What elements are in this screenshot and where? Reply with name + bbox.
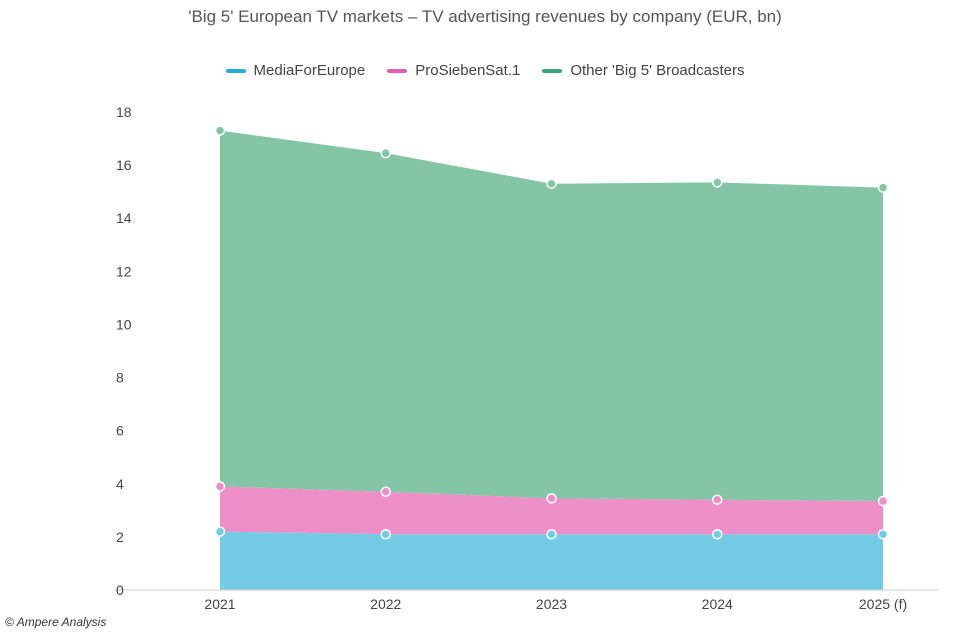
- point-mediaforeurope-2021[interactable]: [214, 526, 226, 537]
- x-tick-label: 2025 (f): [859, 596, 907, 612]
- y-tick-label: 18: [116, 104, 132, 120]
- point-other-big-5-broadcasters-2023[interactable]: [546, 178, 557, 189]
- point-other-big-5-broadcasters-2025-f[interactable]: [877, 182, 889, 193]
- y-tick-label: 14: [116, 210, 132, 226]
- legend-swatch-prosiebensat1: [387, 68, 408, 73]
- point-mediaforeurope-2024[interactable]: [712, 528, 723, 540]
- legend-label-mediaforeurope: MediaForEurope: [253, 62, 366, 79]
- point-mediaforeurope-2025-f[interactable]: [877, 528, 889, 540]
- y-tick-label: 4: [116, 476, 124, 492]
- area-other-big-5-broadcasters: [220, 130, 883, 502]
- point-prosiebensat-1-2024[interactable]: [712, 494, 723, 505]
- point-other-big-5-broadcasters-2022[interactable]: [380, 147, 391, 159]
- legend-swatch-mediaforeurope: [225, 68, 246, 73]
- point-prosiebensat-1-2025-f[interactable]: [877, 495, 889, 507]
- x-tick-label: 2023: [536, 596, 567, 612]
- point-prosiebensat-1-2023[interactable]: [546, 493, 557, 504]
- legend-item-other-broadcasters[interactable]: Other 'Big 5' Broadcasters: [542, 62, 744, 79]
- legend-item-mediaforeurope[interactable]: MediaForEurope: [225, 62, 366, 79]
- legend-item-prosiebensat1[interactable]: ProSiebenSat.1: [387, 62, 520, 79]
- area-mediaforeurope: [220, 531, 883, 590]
- point-other-big-5-broadcasters-2021[interactable]: [214, 125, 226, 136]
- x-tick-label: 2022: [370, 596, 401, 612]
- y-axis-ticks: 0 2 4 6 8 10 12 14 16 18: [116, 104, 132, 598]
- markers-layer: [214, 125, 889, 540]
- y-tick-label: 0: [116, 582, 124, 598]
- x-tick-label: 2024: [702, 596, 733, 612]
- y-tick-label: 2: [116, 529, 124, 545]
- point-mediaforeurope-2023[interactable]: [546, 528, 557, 540]
- point-mediaforeurope-2022[interactable]: [380, 528, 391, 540]
- chart-title: 'Big 5' European TV markets – TV adverti…: [188, 7, 782, 26]
- point-prosiebensat-1-2021[interactable]: [214, 481, 226, 492]
- legend-label-other-broadcasters: Other 'Big 5' Broadcasters: [570, 62, 745, 79]
- legend: MediaForEurope ProSiebenSat.1 Other 'Big…: [0, 62, 970, 79]
- y-tick-label: 10: [116, 316, 132, 332]
- legend-swatch-other-broadcasters: [542, 68, 563, 73]
- y-tick-label: 16: [116, 157, 132, 173]
- source-credit: © Ampere Analysis: [5, 615, 107, 629]
- point-other-big-5-broadcasters-2024[interactable]: [712, 177, 723, 188]
- y-tick-label: 12: [116, 263, 132, 279]
- area-prosiebensat-1: [220, 486, 883, 535]
- x-tick-label: 2021: [204, 596, 235, 612]
- y-tick-label: 8: [116, 370, 124, 386]
- y-tick-label: 6: [116, 423, 124, 439]
- x-axis-ticks: 2021 2022 2023 2024 2025 (f): [204, 596, 907, 612]
- legend-label-prosiebensat1: ProSiebenSat.1: [415, 62, 521, 79]
- areas-layer: [220, 130, 883, 590]
- point-prosiebensat-1-2022[interactable]: [380, 486, 391, 497]
